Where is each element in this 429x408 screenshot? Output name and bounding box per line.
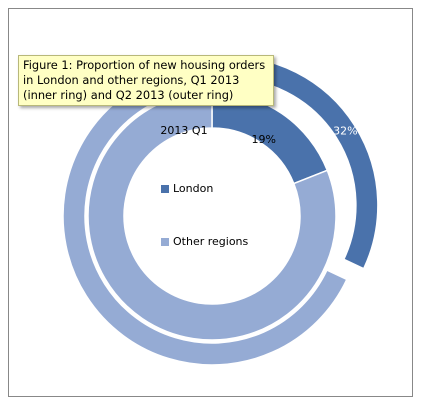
slice — [228, 55, 379, 270]
legend-swatch — [161, 238, 169, 246]
legend-label: London — [173, 182, 213, 195]
series-label: 2013 Q1 — [160, 124, 207, 137]
chart-title: Figure 1: Proportion of new housing orde… — [18, 55, 274, 106]
legend-label: Other regions — [173, 235, 249, 248]
legend-swatch — [161, 185, 169, 193]
value-label: 19% — [251, 133, 275, 146]
value-label: 32% — [333, 124, 357, 137]
